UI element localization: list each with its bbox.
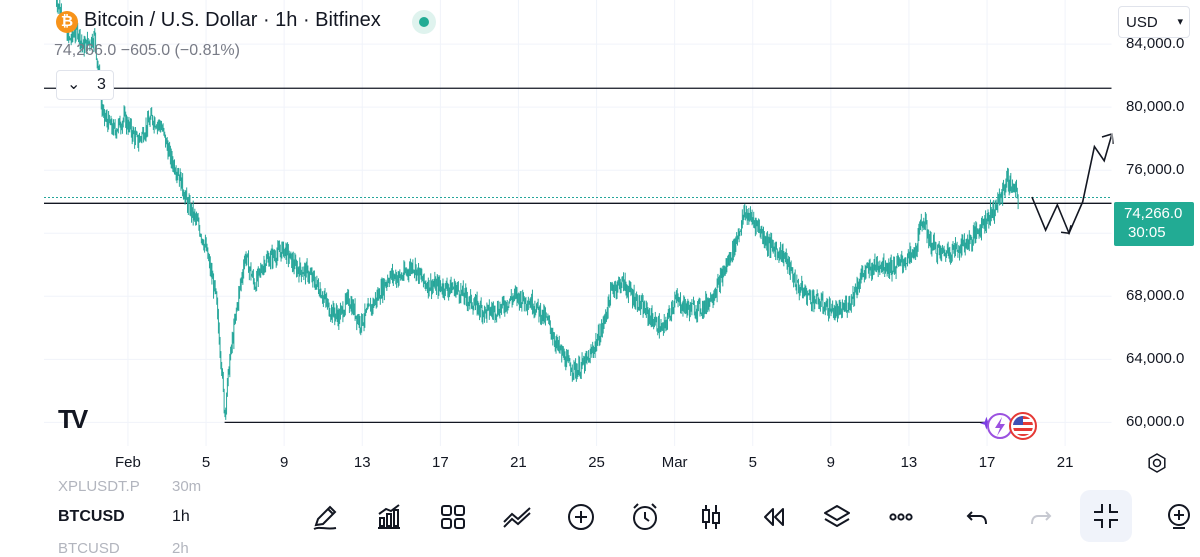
x-axis-label: Mar xyxy=(661,454,688,471)
collapse-icon xyxy=(1094,504,1118,528)
x-axis-label: 5 xyxy=(201,454,211,471)
x-axis-label: Feb xyxy=(115,454,141,471)
bar-countdown: 30:05 xyxy=(1128,224,1166,241)
projection-drawing xyxy=(1031,133,1113,236)
layers-icon[interactable] xyxy=(820,500,854,534)
more-icon[interactable] xyxy=(884,500,918,534)
redo-icon[interactable] xyxy=(1024,500,1058,534)
indicators-toggle[interactable]: ⌄ 3 xyxy=(56,70,114,100)
watchlist-symbol-current[interactable]: BTCUSD xyxy=(58,508,125,525)
watchlist-symbol-next[interactable]: BTCUSD xyxy=(58,540,120,557)
currency-select[interactable]: USD ▾ xyxy=(1118,6,1190,38)
lightning-badge-icon[interactable] xyxy=(987,413,1013,439)
market-status-icon[interactable] xyxy=(412,10,436,34)
x-axis-label: 9 xyxy=(826,454,836,471)
trend-lines-icon[interactable] xyxy=(500,500,534,534)
x-axis-label: 13 xyxy=(353,454,371,471)
chart-title[interactable]: Bitcoin / U.S. Dollar · 1h · Bitfinex xyxy=(84,9,381,31)
x-axis-label: 5 xyxy=(748,454,757,471)
sparkle-icon xyxy=(980,416,993,430)
bottom-toolbar xyxy=(0,476,1200,554)
us-flag-icon[interactable] xyxy=(1009,412,1037,440)
y-axis-label: 64,000.0 xyxy=(1126,350,1185,368)
grid-icon[interactable] xyxy=(436,500,470,534)
collapse-button[interactable] xyxy=(1080,490,1132,542)
watchlist-timeframe-current[interactable]: 1h xyxy=(172,508,190,525)
x-axis-label: 9 xyxy=(279,454,289,471)
chart-grid xyxy=(44,0,1112,446)
chevron-down-icon: ⌄ xyxy=(67,76,81,93)
y-axis-label: 68,000.0 xyxy=(1126,287,1185,305)
y-axis-label: 60,000.0 xyxy=(1126,413,1185,431)
chart-settings-icon[interactable] xyxy=(1146,452,1168,474)
indicators-count: 3 xyxy=(97,76,106,93)
x-axis-label: 21 xyxy=(1056,454,1074,471)
event-badges[interactable] xyxy=(980,410,1044,442)
x-axis-label: 17 xyxy=(978,454,996,471)
current-price-value: 74,266.0 xyxy=(1124,205,1183,222)
chevron-down-icon: ▾ xyxy=(1177,16,1183,28)
tradingview-logo[interactable]: TV xyxy=(58,404,88,434)
watchlist-timeframe-next: 2h xyxy=(172,540,189,557)
chart-bars-icon[interactable] xyxy=(372,500,406,534)
price-quote: 74,266.0 −605.0 (−0.81%) xyxy=(54,42,240,59)
undo-icon[interactable] xyxy=(960,500,994,534)
x-axis-label: 25 xyxy=(588,454,605,471)
add-indicator-icon[interactable] xyxy=(1162,500,1196,534)
x-axis-label: 21 xyxy=(510,454,527,471)
bitcoin-icon: ₿ xyxy=(56,11,78,33)
candle-series xyxy=(56,0,1019,420)
currency-label: USD xyxy=(1126,14,1158,31)
projection-down-arrowhead xyxy=(1060,225,1072,235)
watchlist-timeframe-prev: 30m xyxy=(172,478,202,495)
plus-circle-icon[interactable] xyxy=(564,500,598,534)
y-axis-label: 80,000.0 xyxy=(1126,98,1185,116)
candles-icon[interactable] xyxy=(694,500,728,534)
current-price-tag: 74,266.0 30:05 xyxy=(1114,202,1194,246)
y-axis-label: 76,000.0 xyxy=(1126,161,1185,179)
replay-icon[interactable] xyxy=(756,500,790,534)
x-axis-label: 17 xyxy=(432,454,449,471)
pencil-icon[interactable] xyxy=(308,500,342,534)
alarm-clock-icon[interactable] xyxy=(628,500,662,534)
watchlist-symbol-prev[interactable]: XPLUSDT.P xyxy=(58,478,140,495)
horizontal-lines xyxy=(44,87,1112,424)
y-axis-label: 84,000.0 xyxy=(1126,35,1185,53)
x-axis-label: 13 xyxy=(900,454,918,471)
price-chart[interactable] xyxy=(0,0,1200,476)
